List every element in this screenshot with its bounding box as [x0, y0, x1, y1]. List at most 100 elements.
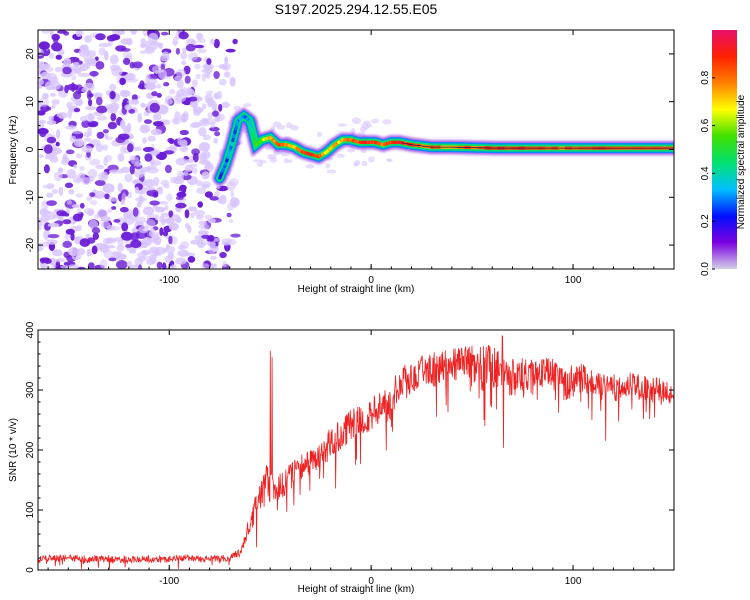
- noise-blob: [138, 194, 144, 205]
- noise-blob: [109, 90, 116, 100]
- colorbar: 0.0 0.2 0.4 0.6 0.8 Normalized spectral ampl…: [700, 30, 747, 276]
- noise-blob: [285, 122, 293, 129]
- noise-blob: [107, 197, 118, 202]
- noise-blob: [100, 221, 111, 229]
- noise-blob: [194, 44, 205, 49]
- noise-blob: [120, 199, 126, 206]
- noise-blob: [107, 109, 118, 114]
- noise-blob: [64, 232, 71, 242]
- noise-blob: [38, 246, 44, 252]
- noise-blob: [69, 135, 77, 142]
- noise-blob: [62, 219, 72, 225]
- noise-blob: [359, 126, 367, 133]
- noise-blob: [81, 87, 88, 93]
- noise-blob: [181, 60, 187, 66]
- noise-blob: [129, 164, 135, 175]
- noise-blob: [159, 54, 170, 62]
- noise-blob: [209, 38, 215, 45]
- noise-blob: [218, 64, 227, 69]
- noise-blob: [101, 171, 109, 181]
- noise-blob: [276, 124, 286, 130]
- noise-blob: [305, 164, 315, 169]
- noise-blob: [196, 48, 207, 53]
- noise-blob: [169, 89, 176, 95]
- noise-blob: [66, 169, 76, 179]
- y-tick-label: 20: [25, 48, 36, 60]
- noise-blob: [103, 244, 116, 249]
- snr-panel: -100 0 100 0 100 200 300 400 Height of straigh…: [8, 321, 675, 595]
- noise-blob: [130, 232, 140, 241]
- noise-blob: [130, 156, 140, 165]
- noise-blob: [43, 258, 52, 265]
- y-tick-label: 400: [25, 321, 36, 338]
- noise-blob: [223, 71, 231, 78]
- noise-blob: [91, 245, 98, 255]
- noise-blob: [123, 125, 131, 134]
- noise-blob: [124, 73, 136, 81]
- noise-blob: [64, 213, 70, 217]
- noise-blob: [119, 89, 130, 98]
- noise-blob: [196, 187, 207, 195]
- noise-blob: [179, 129, 189, 136]
- noise-blob: [79, 63, 89, 71]
- noise-blob: [46, 200, 57, 207]
- noise-blob: [154, 214, 159, 221]
- noise-blob: [204, 64, 213, 75]
- y-tick-label: 300: [25, 381, 36, 398]
- noise-blob: [120, 119, 126, 130]
- noise-blob: [109, 83, 117, 92]
- noise-blob: [162, 262, 167, 269]
- noise-blob: [51, 188, 59, 195]
- colorbar-tick-label: 0.6: [700, 118, 711, 132]
- noise-blob: [210, 256, 217, 260]
- noise-blob: [38, 119, 47, 124]
- noise-blob: [193, 209, 206, 217]
- noise-blob: [108, 257, 117, 262]
- noise-blob: [229, 76, 236, 87]
- noise-blob: [68, 247, 80, 257]
- noise-blob: [186, 38, 196, 46]
- noise-blob: [84, 35, 92, 43]
- noise-blob: [104, 50, 109, 61]
- noise-blob: [93, 190, 106, 199]
- noise-blob: [154, 206, 166, 213]
- noise-blob: [143, 206, 155, 216]
- noise-blob: [175, 47, 181, 55]
- noise-blob: [226, 238, 237, 246]
- noise-blob: [55, 54, 62, 60]
- noise-blob: [185, 44, 196, 52]
- noise-blob: [47, 222, 60, 228]
- noise-blob: [140, 43, 147, 49]
- noise-blob: [201, 171, 210, 180]
- noise-blob: [176, 191, 187, 198]
- noise-blob: [66, 101, 73, 109]
- noise-blob: [87, 168, 98, 179]
- noise-blob: [52, 37, 59, 44]
- noise-blob: [76, 208, 82, 215]
- noise-blob: [157, 152, 167, 161]
- noise-blob: [109, 64, 121, 72]
- noise-blob: [46, 136, 57, 144]
- noise-blob: [225, 48, 236, 53]
- noise-blob: [98, 47, 106, 56]
- noise-blob: [56, 112, 68, 119]
- noise-blob: [49, 30, 54, 37]
- noise-blob: [103, 156, 108, 166]
- noise-blob: [152, 191, 159, 198]
- noise-blob: [117, 239, 125, 246]
- noise-blob: [38, 100, 43, 108]
- noise-blob: [77, 140, 86, 146]
- noise-blob: [64, 84, 69, 94]
- noise-blob: [38, 241, 50, 248]
- noise-blob: [119, 77, 126, 86]
- noise-blob: [71, 74, 77, 81]
- noise-blob: [216, 90, 223, 100]
- snr-x-axis-label: Height of straight line (km): [298, 584, 415, 595]
- noise-blob: [200, 181, 212, 188]
- noise-blob: [224, 56, 229, 64]
- noise-blob: [54, 66, 63, 73]
- noise-blob: [198, 142, 211, 152]
- colorbar-tick-label: 0.4: [700, 166, 711, 180]
- noise-blob: [98, 42, 111, 48]
